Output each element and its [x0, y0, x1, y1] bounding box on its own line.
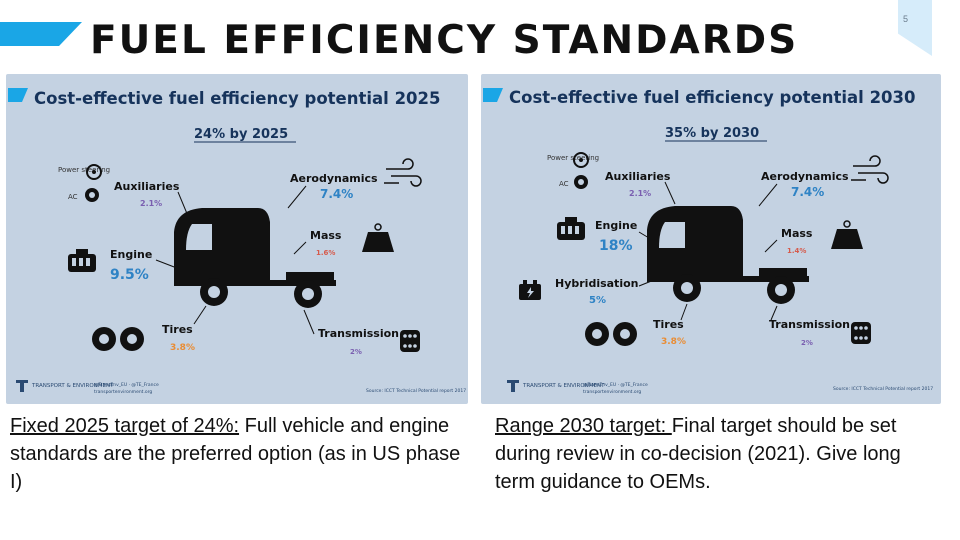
- transmission-label: Transmission: [318, 327, 399, 340]
- svg-text:transportenvironment.org: transportenvironment.org: [94, 389, 152, 395]
- engine-label: Engine: [110, 248, 152, 261]
- engine-icon: [68, 249, 96, 272]
- infographic-2030: Cost-effective fuel efficiency potential…: [481, 74, 941, 404]
- mass-label: Mass: [781, 227, 813, 240]
- svg-text:@TransEnv_EU · @TE_France: @TransEnv_EU · @TE_France: [94, 382, 159, 388]
- engine-value: 18%: [599, 238, 633, 254]
- mass-label: Mass: [310, 229, 342, 242]
- gear-icon: [574, 175, 588, 189]
- tires-label: Tires: [162, 323, 193, 336]
- slide-title: FUEL EFFICIENCY STANDARDS: [90, 18, 799, 63]
- slide-number: 5: [902, 14, 908, 24]
- title-marker-icon: [8, 88, 28, 102]
- engine-icon: [557, 217, 585, 240]
- aerodynamics-value: 7.4%: [791, 185, 824, 199]
- infographic-2025: Cost-effective fuel efficiency potential…: [6, 74, 468, 404]
- mass-value: 1.4%: [787, 247, 806, 255]
- aerodynamics-label: Aerodynamics: [290, 172, 378, 185]
- hybridisation-value: 5%: [589, 295, 606, 306]
- wind-icon: [384, 158, 422, 187]
- caption-2030-emphasis: Range 2030 target:: [495, 415, 672, 437]
- ac-label: AC: [68, 193, 78, 201]
- gearstick-icon: [400, 330, 420, 352]
- auxiliaries-label: Auxiliaries: [605, 170, 671, 183]
- left-accent-bar: [0, 22, 82, 46]
- steering-wheel-icon: [86, 164, 102, 180]
- hybridisation-label: Hybridisation: [555, 277, 638, 290]
- tires-icon: [585, 322, 637, 346]
- svg-text:@TransEnv_EU · @TE_France: @TransEnv_EU · @TE_France: [583, 382, 648, 388]
- truck-icon: [647, 206, 809, 304]
- source-note: Source: ICCT Technical Potential report …: [833, 386, 933, 392]
- title-marker-icon: [483, 88, 503, 102]
- gearstick-icon: [851, 322, 871, 344]
- tires-value: 3.8%: [661, 337, 686, 347]
- weight-icon: [362, 223, 394, 252]
- engine-value: 9.5%: [110, 267, 149, 283]
- caption-2025: Fixed 2025 target of 24%: Full vehicle a…: [10, 412, 470, 496]
- caption-2030: Range 2030 target: Final target should b…: [495, 412, 945, 496]
- right-accent-shape: [898, 0, 932, 56]
- panel-title: Cost-effective fuel efficiency potential…: [509, 88, 916, 107]
- caption-2030-text: Final target should be set during review…: [495, 415, 901, 493]
- tires-value: 3.8%: [170, 343, 195, 353]
- transmission-label: Transmission: [769, 318, 850, 331]
- brand-logo: [507, 380, 519, 392]
- brand-name: TRANSPORT & ENVIRONMENT: [31, 383, 114, 389]
- ac-label: AC: [559, 180, 569, 188]
- target-label: 35% by 2030: [665, 126, 759, 141]
- steering-wheel-icon: [573, 152, 589, 168]
- caption-2025-emphasis: Fixed 2025 target of 24%:: [10, 415, 240, 437]
- target-label: 24% by 2025: [194, 127, 288, 142]
- auxiliaries-value: 2.1%: [140, 199, 162, 208]
- wind-icon: [851, 155, 889, 184]
- auxiliaries-label: Auxiliaries: [114, 180, 180, 193]
- battery-icon: [519, 280, 541, 300]
- transmission-value: 2%: [801, 339, 813, 347]
- aerodynamics-label: Aerodynamics: [761, 170, 849, 183]
- brand-name: TRANSPORT & ENVIRONMENT: [522, 383, 605, 389]
- transmission-value: 2%: [350, 348, 362, 356]
- auxiliaries-value: 2.1%: [629, 189, 651, 198]
- source-note: Source: ICCT Technical Potential report …: [366, 388, 466, 394]
- power-steering-label: Power steering: [547, 154, 599, 162]
- gear-icon: [85, 188, 99, 202]
- weight-icon: [831, 220, 863, 249]
- tires-icon: [92, 327, 144, 351]
- brand-logo: [16, 380, 28, 392]
- truck-icon: [174, 208, 336, 308]
- svg-text:transportenvironment.org: transportenvironment.org: [583, 389, 641, 395]
- power-steering-label: Power steering: [58, 166, 110, 174]
- panel-title: Cost-effective fuel efficiency potential…: [34, 89, 441, 108]
- aerodynamics-value: 7.4%: [320, 187, 353, 201]
- tires-label: Tires: [653, 318, 684, 331]
- caption-2025-text: Full vehicle and engine standards are th…: [10, 415, 461, 493]
- mass-value: 1.6%: [316, 249, 335, 257]
- engine-label: Engine: [595, 219, 637, 232]
